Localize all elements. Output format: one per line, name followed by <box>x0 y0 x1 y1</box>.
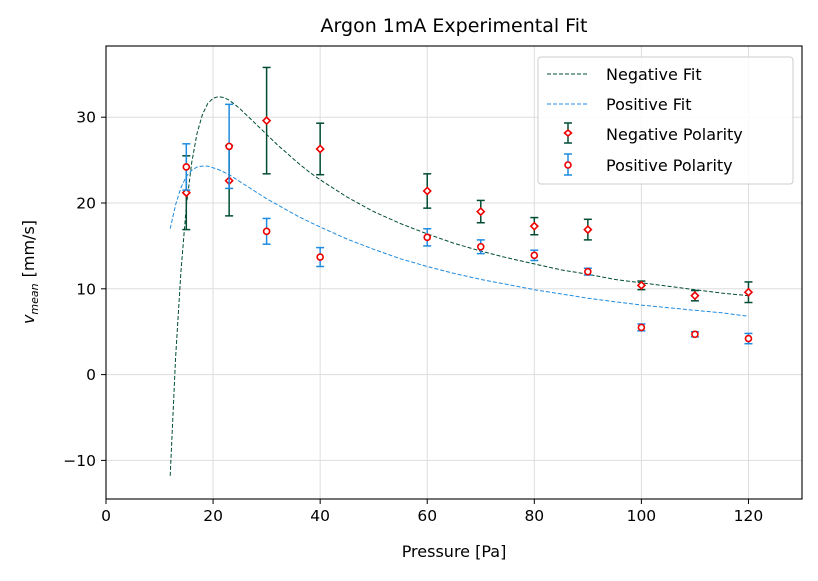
negative-polarity-point-7 <box>583 218 593 241</box>
negative-polarity-marker-8 <box>636 280 647 291</box>
positive-polarity-point-9 <box>690 330 699 339</box>
y-tick-label-1: 0 <box>86 366 96 384</box>
negative-fit-line <box>169 96 749 476</box>
negative-polarity-marker-0 <box>181 188 191 198</box>
x-tick-label-5: 100 <box>627 507 657 525</box>
x-tick-label-1: 20 <box>203 507 223 525</box>
negative-polarity-marker-7 <box>583 224 593 235</box>
x-axis-label: Pressure [Pa] <box>402 542 507 561</box>
legend-positive-fit-label: Positive Fit <box>606 95 692 114</box>
positive-polarity-marker-5 <box>476 242 485 251</box>
negative-polarity-point-9 <box>690 289 700 302</box>
positive-polarity-point-7 <box>583 267 592 276</box>
negative-polarity-point-2 <box>261 66 272 175</box>
negative-polarity-marker-5 <box>476 206 486 217</box>
y-axis-label-var: v <box>19 314 38 324</box>
positive-polarity-marker-10 <box>744 334 753 343</box>
positive-polarity-marker-9 <box>691 330 699 339</box>
negative-polarity-marker-10 <box>743 287 754 297</box>
positive-polarity-marker-8 <box>637 323 646 332</box>
legend-box <box>537 56 794 185</box>
plot-frame <box>105 45 803 500</box>
positive-polarity-point-2 <box>262 217 271 245</box>
positive-polarity-point-1 <box>225 103 234 190</box>
negative-polarity-marker-3 <box>315 144 325 154</box>
legend-positive-polarity-marker <box>564 153 572 176</box>
negative-polarity-point-6 <box>529 216 539 236</box>
positive-polarity-marker-7 <box>584 267 592 276</box>
negative-polarity-point-4 <box>422 173 432 209</box>
x-tick-label-0: 0 <box>101 507 111 525</box>
legend-negative-polarity-marker <box>563 122 573 144</box>
negative-polarity-marker-2 <box>261 116 272 126</box>
y-axis-label: vmean [mm/s] <box>19 220 41 324</box>
negative-polarity-point-5 <box>476 199 486 224</box>
positive-polarity-point-5 <box>476 239 485 255</box>
legend-negative-polarity-label: Negative Polarity <box>606 125 743 144</box>
negative-polarity-marker-6 <box>529 221 539 231</box>
positive-fit-line <box>169 165 749 317</box>
legend: Negative Fit Positive Fit Negative Polar… <box>537 56 794 185</box>
x-tick-label-3: 60 <box>417 507 437 525</box>
x-tick-label-6: 120 <box>734 507 764 525</box>
y-tick-label-3: 20 <box>76 195 96 213</box>
y-axis-label-unit: [mm/s] <box>19 220 38 277</box>
positive-polarity-point-0 <box>182 143 191 191</box>
positive-polarity-marker-6 <box>530 251 539 260</box>
negative-polarity-point-10 <box>743 281 754 304</box>
axes-ticks: 0 20 40 60 80 100 120 −10 0 10 20 30 <box>63 109 763 525</box>
positive-polarity-point-8 <box>637 323 646 332</box>
chart-title: Argon 1mA Experimental Fit <box>321 15 588 37</box>
positive-polarity-point-3 <box>316 246 325 268</box>
positive-polarity-marker-4 <box>423 233 432 242</box>
positive-polarity-marker-2 <box>262 227 271 236</box>
negative-polarity-marker-9 <box>690 291 700 301</box>
x-tick-label-2: 40 <box>310 507 330 525</box>
x-tick-label-4: 80 <box>524 507 544 525</box>
positive-polarity-marker-0 <box>182 163 191 171</box>
negative-polarity-point-3 <box>315 122 325 176</box>
y-tick-label-2: 10 <box>76 280 96 298</box>
y-axis-label-subscript: mean <box>28 283 41 314</box>
positive-polarity-marker-1 <box>225 142 233 151</box>
positive-polarity-point-10 <box>744 332 753 345</box>
negative-polarity-point-8 <box>636 280 647 291</box>
legend-positive-polarity-label: Positive Polarity <box>606 156 733 175</box>
y-tick-label-4: 30 <box>76 109 96 127</box>
plot-area <box>169 66 754 476</box>
negative-polarity-marker-4 <box>422 186 432 196</box>
positive-polarity-point-4 <box>423 227 432 247</box>
positive-polarity-point-6 <box>530 249 539 262</box>
positive-polarity-marker-3 <box>316 253 324 261</box>
legend-negative-fit-label: Negative Fit <box>606 65 702 84</box>
y-tick-label-0: −10 <box>63 452 96 470</box>
